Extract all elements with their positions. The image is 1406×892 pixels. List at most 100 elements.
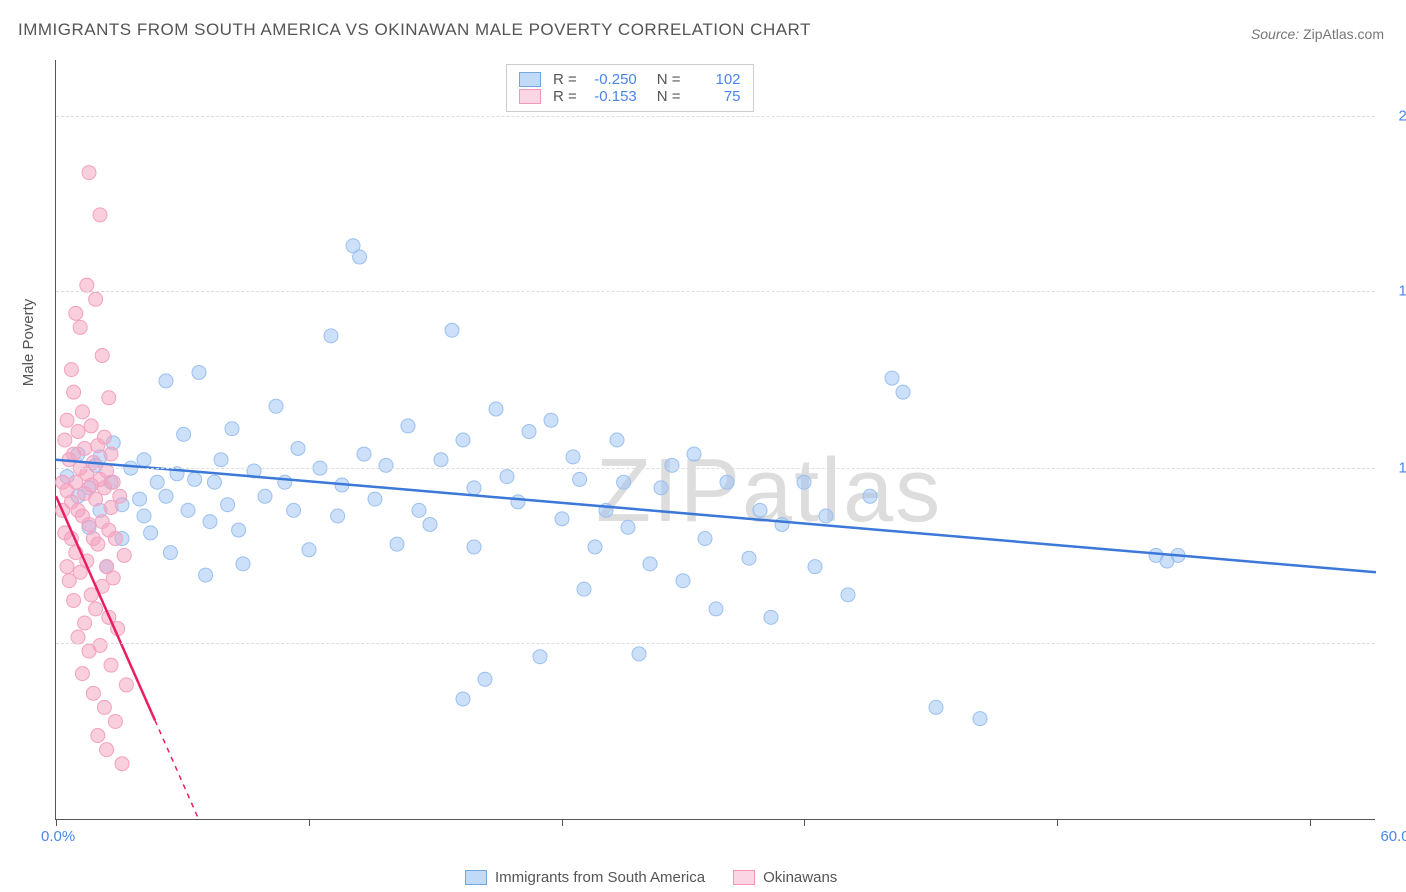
- data-point: [555, 512, 569, 526]
- data-point: [93, 208, 107, 222]
- legend-label-1: Okinawans: [763, 869, 837, 886]
- x-max-label: 60.0%: [1380, 828, 1406, 845]
- swatch-bottom-1: [733, 870, 755, 885]
- data-point: [423, 517, 437, 531]
- data-point: [753, 503, 767, 517]
- data-point: [159, 489, 173, 503]
- data-point: [188, 472, 202, 486]
- data-point: [159, 374, 173, 388]
- data-point: [82, 166, 96, 180]
- data-point: [654, 481, 668, 495]
- data-point: [478, 672, 492, 686]
- data-point: [929, 700, 943, 714]
- data-point: [533, 650, 547, 664]
- data-point: [89, 292, 103, 306]
- legend-label-0: Immigrants from South America: [495, 869, 705, 886]
- legend-item-1: Okinawans: [733, 869, 837, 886]
- data-point: [287, 503, 301, 517]
- data-point: [150, 475, 164, 489]
- data-point: [181, 503, 195, 517]
- data-point: [401, 419, 415, 433]
- data-point: [610, 433, 624, 447]
- y-tick-label: 12.5%: [1381, 460, 1406, 477]
- gridline: [56, 468, 1375, 469]
- data-point: [163, 546, 177, 560]
- data-point: [797, 475, 811, 489]
- data-point: [137, 453, 151, 467]
- chart-title: IMMIGRANTS FROM SOUTH AMERICA VS OKINAWA…: [18, 20, 811, 40]
- data-point: [709, 602, 723, 616]
- data-point: [467, 481, 481, 495]
- x-tick: [1057, 819, 1058, 826]
- data-point: [177, 427, 191, 441]
- data-point: [102, 391, 116, 405]
- legend-item-0: Immigrants from South America: [465, 869, 705, 886]
- data-point: [291, 441, 305, 455]
- y-axis-label: Male Poverty: [20, 299, 37, 387]
- data-point: [720, 475, 734, 489]
- data-point: [775, 517, 789, 531]
- data-point: [819, 509, 833, 523]
- data-point: [71, 425, 85, 439]
- data-point: [632, 647, 646, 661]
- y-tick-label: 6.3%: [1381, 634, 1406, 651]
- data-point: [573, 472, 587, 486]
- data-point: [117, 548, 131, 562]
- data-point: [106, 571, 120, 585]
- data-point: [192, 365, 206, 379]
- data-point: [353, 250, 367, 264]
- data-point: [75, 667, 89, 681]
- data-point: [73, 320, 87, 334]
- data-point: [269, 399, 283, 413]
- data-point: [144, 526, 158, 540]
- data-point: [64, 363, 78, 377]
- data-point: [203, 515, 217, 529]
- data-point: [86, 686, 100, 700]
- data-point: [69, 306, 83, 320]
- data-point: [390, 537, 404, 551]
- data-point: [67, 593, 81, 607]
- data-point: [896, 385, 910, 399]
- plot-svg: [56, 60, 1375, 819]
- data-point: [324, 329, 338, 343]
- data-point: [863, 489, 877, 503]
- data-point: [588, 540, 602, 554]
- swatch-bottom-0: [465, 870, 487, 885]
- data-point: [60, 413, 74, 427]
- source-attribution: Source: ZipAtlas.com: [1251, 26, 1384, 42]
- data-point: [357, 447, 371, 461]
- data-point: [115, 757, 129, 771]
- data-point: [676, 574, 690, 588]
- data-point: [82, 517, 96, 531]
- data-point: [445, 323, 459, 337]
- data-point: [91, 729, 105, 743]
- plot-area: ZIPatlas R = -0.250 N = 102 R = -0.153 N…: [55, 60, 1375, 820]
- data-point: [698, 532, 712, 546]
- data-point: [133, 492, 147, 506]
- data-point: [97, 430, 111, 444]
- y-tick-label: 25.0%: [1381, 108, 1406, 125]
- data-point: [236, 557, 250, 571]
- data-point: [58, 433, 72, 447]
- data-point: [617, 475, 631, 489]
- gridline: [56, 116, 1375, 117]
- legend-series: Immigrants from South America Okinawans: [465, 869, 837, 886]
- data-point: [456, 692, 470, 706]
- data-point: [225, 422, 239, 436]
- data-point: [467, 540, 481, 554]
- data-point: [113, 489, 127, 503]
- gridline: [56, 291, 1375, 292]
- data-point: [95, 349, 109, 363]
- data-point: [100, 743, 114, 757]
- data-point: [108, 714, 122, 728]
- data-point: [808, 560, 822, 574]
- data-point: [106, 475, 120, 489]
- data-point: [687, 447, 701, 461]
- data-point: [104, 658, 118, 672]
- data-point: [331, 509, 345, 523]
- data-point: [577, 582, 591, 596]
- data-point: [78, 441, 92, 455]
- data-point: [742, 551, 756, 565]
- data-point: [75, 405, 89, 419]
- data-point: [489, 402, 503, 416]
